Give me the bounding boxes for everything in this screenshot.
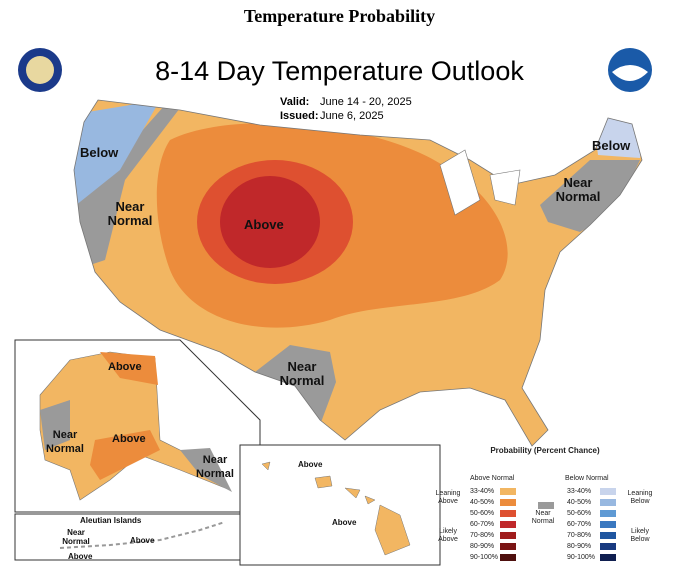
legend-swatch xyxy=(600,521,616,528)
legend-range: 80-90% xyxy=(470,543,495,550)
valid-label: Valid: xyxy=(280,96,310,108)
issued-label: Issued: xyxy=(280,110,319,122)
legend-swatch xyxy=(600,510,616,517)
legend-range: 33-40% xyxy=(470,488,495,495)
legend-swatch xyxy=(500,543,516,550)
valid-date: June 14 - 20, 2025 xyxy=(320,96,412,108)
legend-range: 33-40% xyxy=(567,488,592,495)
legend-swatch xyxy=(600,554,616,561)
legend-range: 40-50% xyxy=(470,499,495,506)
legend-range: 50-60% xyxy=(567,510,592,517)
region-label: Above xyxy=(112,433,146,445)
issued: Issued:June 6, 2025 xyxy=(280,110,384,122)
region-label: Above xyxy=(244,217,284,232)
region-label: Near Normal xyxy=(46,429,84,455)
region-label: Near Normal xyxy=(279,359,325,388)
region-label: Near Normal xyxy=(555,175,601,204)
legend-swatch xyxy=(500,532,516,539)
valid: Valid: June 14 - 20, 2025 xyxy=(280,96,412,108)
legend-swatch xyxy=(500,488,516,495)
legend-range: 80-90% xyxy=(567,543,592,550)
legend-swatch xyxy=(500,521,516,528)
legend-swatch xyxy=(600,488,616,495)
legend-swatch xyxy=(500,554,516,561)
region-label: Near Normal xyxy=(196,454,234,480)
near-label: Near Normal xyxy=(531,510,555,525)
legend-swatch xyxy=(500,510,516,517)
legend-range: 90-100% xyxy=(567,554,596,561)
legend-range: 70-80% xyxy=(470,532,495,539)
legend-range: 50-60% xyxy=(470,510,495,517)
legend-range: 90-100% xyxy=(470,554,499,561)
legend-range: 40-50% xyxy=(567,499,592,506)
region-label: Below xyxy=(592,138,631,153)
legend-range: 60-70% xyxy=(470,521,495,528)
aleutian-title: Aleutian Islands xyxy=(80,516,142,525)
legend-swatch xyxy=(600,543,616,550)
region-label: Below xyxy=(80,145,119,160)
legend-header: Above Normal xyxy=(470,475,515,482)
issued-date: June 6, 2025 xyxy=(320,110,384,122)
legend-swatch xyxy=(600,532,616,539)
legend-group: Likely Below xyxy=(630,528,650,543)
legend-group: Leaning Above xyxy=(435,490,461,505)
region-label: Above xyxy=(108,361,142,373)
legend-range: 60-70% xyxy=(567,521,592,528)
legend-swatch xyxy=(500,499,516,506)
region-label: Near Normal xyxy=(62,528,90,546)
legend-swatch xyxy=(600,499,616,506)
map-title: 8-14 Day Temperature Outlook xyxy=(155,56,524,86)
region-label: Above xyxy=(298,460,323,469)
region-label: Near Normal xyxy=(107,199,153,228)
page-title: Temperature Probability xyxy=(243,6,436,26)
legend-group: Likely Above xyxy=(438,528,458,543)
region-label: Above xyxy=(68,552,93,561)
region-label: Above xyxy=(332,518,357,527)
region-label: Above xyxy=(130,536,155,545)
legend-group: Leaning Below xyxy=(627,490,653,505)
legend-title: Probability (Percent Chance) xyxy=(490,446,600,455)
legend-swatch xyxy=(538,502,554,509)
legend-header: Below Normal xyxy=(565,475,609,482)
legend-range: 70-80% xyxy=(567,532,592,539)
